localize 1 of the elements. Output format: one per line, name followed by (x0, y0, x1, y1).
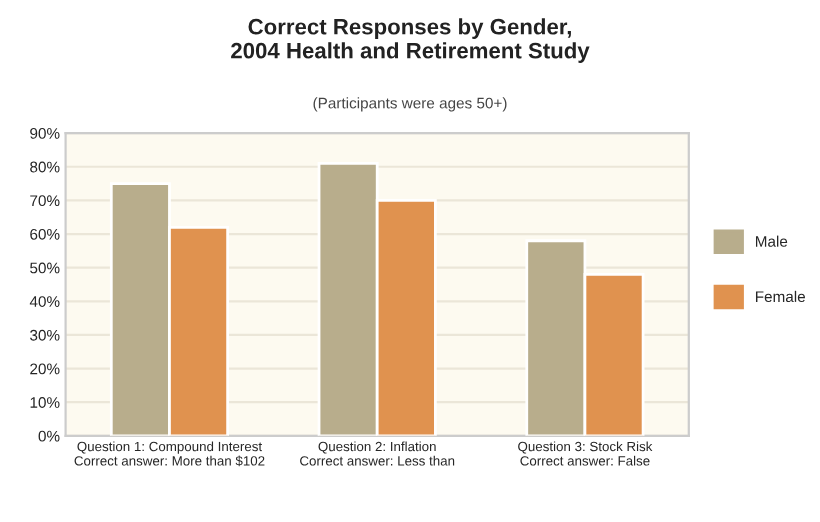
chart-title: Correct Responses by Gender, 2004 Health and Retirement Study (231, 18, 590, 63)
